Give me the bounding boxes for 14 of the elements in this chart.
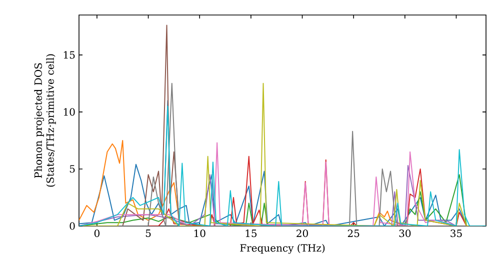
x-tick-label: 10: [194, 230, 206, 238]
y-axis-title: Phonon projected DOS (States/THz·primitive cell): [34, 54, 56, 187]
x-tick-label: 25: [348, 230, 360, 238]
x-tick-label: 35: [450, 230, 462, 238]
x-tick-label: 0: [94, 230, 100, 238]
x-tick-label: 5: [146, 230, 151, 237]
y-tick-label: 10: [64, 108, 75, 116]
x-axis-title: Frequency (THz): [240, 244, 325, 254]
y-tick-label: 15: [64, 51, 75, 59]
x-tick-label: 30: [399, 230, 411, 238]
y-tick-label: 0: [70, 222, 75, 230]
y-tick-label: 5: [70, 165, 75, 173]
x-tick-label: 15: [246, 230, 257, 238]
x-tick-label: 20: [296, 230, 308, 238]
